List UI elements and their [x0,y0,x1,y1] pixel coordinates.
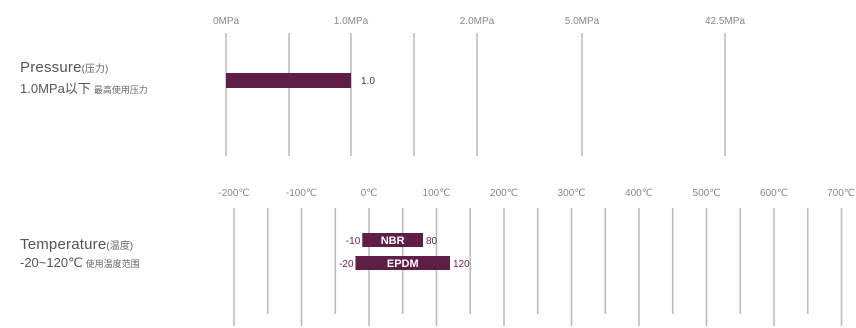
pressure-bar [226,73,351,88]
temperature-subtitle-small: 使用温度范围 [85,259,140,269]
pressure-tick-label: 42.5MPa [705,16,745,27]
temperature-tick-label: -100℃ [286,188,317,199]
temperature-bar-name: EPDM [387,258,419,270]
temperature-tick-label: 600℃ [760,188,788,199]
temperature-tick-label: 100℃ [423,188,451,199]
temperature-bar [355,256,450,270]
temperature-subtitle: -20~120℃ [20,255,83,270]
pressure-tick-label: 1.0MPa [334,16,369,27]
temperature-tick-label: 200℃ [490,188,518,199]
pressure-bar-label: 1.0 [361,76,375,87]
pressure-label: Pressure(压力) 1.0MPa以下 最高使用压力 [20,59,148,97]
pressure-title: Pressure [20,59,82,76]
pressure-subtitle: 1.0MPa以下 [20,81,91,96]
temperature-tick-label: 700℃ [827,188,855,199]
temperature-bar-start-label: -10 [346,236,361,247]
temperature-title-paren: (温度) [106,241,134,252]
pressure-title-paren: (压力) [81,64,109,75]
temperature-bar-end-label: 120 [453,259,470,270]
temperature-tick-label: 400℃ [625,188,653,199]
temperature-bar-end-label: 80 [426,236,438,247]
temperature-bar [362,233,423,247]
temperature-title: Temperature [20,236,107,253]
temperature-tick-label: 0℃ [361,188,378,199]
temperature-bar-start-label: -20 [339,259,354,270]
pressure-tick-label: 0MPa [213,16,240,27]
pressure-subtitle-small: 最高使用压力 [93,85,148,95]
pressure-tick-label: 5.0MPa [565,16,600,27]
temperature-tick-label: 300℃ [558,188,586,199]
temperature-tick-label: -200℃ [218,188,249,199]
pressure-tick-label: 2.0MPa [460,16,495,27]
temperature-bar-name: NBR [381,235,405,247]
temperature-label: Temperature(温度) -20~120℃ 使用温度范围 [20,236,140,271]
temperature-tick-label: 500℃ [693,188,721,199]
